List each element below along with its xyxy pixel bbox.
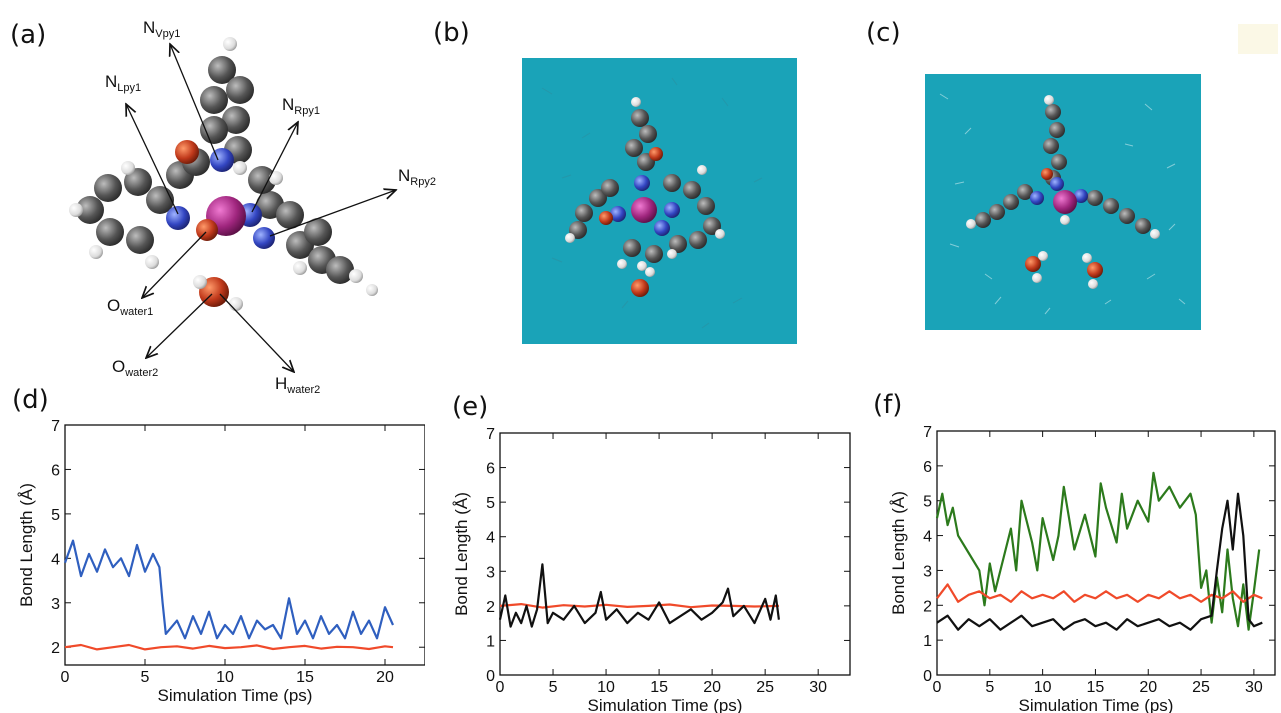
panel-label-b: (b) [433,18,470,48]
y-tick-label: 5 [51,507,60,524]
y-tick-label: 2 [486,599,495,616]
panel-label-f: (f) [873,390,903,420]
x-tick-label: 5 [985,679,994,696]
x-axis-title: Simulation Time (ps) [1019,696,1174,713]
y-tick-label: 3 [486,564,495,581]
y-tick-label: 0 [486,668,495,685]
series-line-0 [499,603,779,609]
y-tick-label: 4 [51,551,60,568]
x-tick-label: 10 [216,669,234,686]
x-tick-label: 15 [296,669,314,686]
chart-e: 0 5 10 15 20 25 30 0 1 2 3 4 5 6 7 Simulation Time (ps)… [452,426,851,713]
panel-label-c: (c) [866,18,901,48]
label-n-lpy1: NLpy1 [105,72,142,94]
solvated-molecule-b [522,58,797,344]
chart-f: 0 5 10 15 20 25 30 0 1 2 3 4 5 6 7 Simulation Time (ps)… [889,424,1276,713]
x-tick-label: 30 [809,679,827,696]
x-tick-label: 25 [756,679,774,696]
molecule-atoms-a [69,37,378,311]
label-n-rpy1: NRpy1 [282,95,320,117]
x-tick-label: 30 [1245,679,1263,696]
x-axis-title: Simulation Time (ps) [158,686,313,705]
plot-frame [64,424,425,666]
y-tick-label: 4 [486,530,495,547]
x-tick-label: 5 [141,669,150,686]
solvated-molecule-b-drawing [541,77,763,329]
corner-mark [1238,24,1278,54]
x-tick-label: 0 [933,679,942,696]
x-tick-label: 0 [61,669,70,686]
x-tick-label: 20 [376,669,394,686]
label-o-water2: Owater2 [112,357,159,379]
x-tick-label: 15 [650,679,668,696]
series-line-1 [936,583,1263,603]
panel-label-e: (e) [452,392,489,422]
x-tick-label: 20 [703,679,721,696]
molecule-a [69,37,430,400]
x-tick-label: 10 [1034,679,1052,696]
x-tick-label: 0 [496,679,505,696]
series-line-1 [64,643,394,651]
x-tick-label: 25 [1192,679,1210,696]
label-n-rpy2: NRpy2 [398,166,436,188]
series-line-0 [63,539,395,640]
y-tick-label: 4 [923,529,932,546]
x-tick-label: 15 [1087,679,1105,696]
x-tick-label: 10 [597,679,615,696]
x-axis-title: Simulation Time (ps) [588,696,743,713]
x-tick-label: 20 [1139,679,1157,696]
chart-d: 0 5 10 15 20 2 3 4 5 6 7 Simulation Time (ps) Bond L… [17,418,425,705]
solvated-molecule-c [925,74,1201,330]
y-tick-label: 6 [923,459,932,476]
series-line-2 [936,492,1263,631]
y-tick-label: 3 [51,596,60,613]
panel-label-d: (d) [12,385,49,415]
y-tick-label: 6 [486,461,495,478]
y-axis-title: Bond Length (Å) [452,492,471,616]
y-tick-label: 7 [486,426,495,443]
label-n-vpy1: NVpy1 [143,18,181,40]
y-tick-label: 2 [923,598,932,615]
panel-label-a: (a) [10,20,47,50]
y-tick-label: 2 [51,640,60,657]
y-tick-label: 0 [923,668,932,685]
y-axis-title: Bond Length (Å) [889,491,908,615]
y-axis-title: Bond Length (Å) [17,483,36,607]
label-h-water2: Hwater2 [275,374,321,396]
y-tick-label: 5 [923,494,932,511]
label-o-water1: Owater1 [107,296,154,318]
solvated-molecule-c-drawing [939,93,1186,315]
molecule-label-arrows-a [126,44,396,372]
y-tick-label: 5 [486,495,495,512]
y-tick-label: 1 [486,633,495,650]
series-line-1 [498,563,780,628]
series-line-0 [935,471,1261,631]
y-tick-label: 6 [51,462,60,479]
y-tick-label: 3 [923,563,932,580]
x-tick-label: 5 [549,679,558,696]
y-tick-label: 7 [51,418,60,435]
y-tick-label: 1 [923,633,932,650]
y-tick-label: 7 [923,424,932,441]
plot-frame [936,430,1276,676]
plot-frame [499,432,851,676]
